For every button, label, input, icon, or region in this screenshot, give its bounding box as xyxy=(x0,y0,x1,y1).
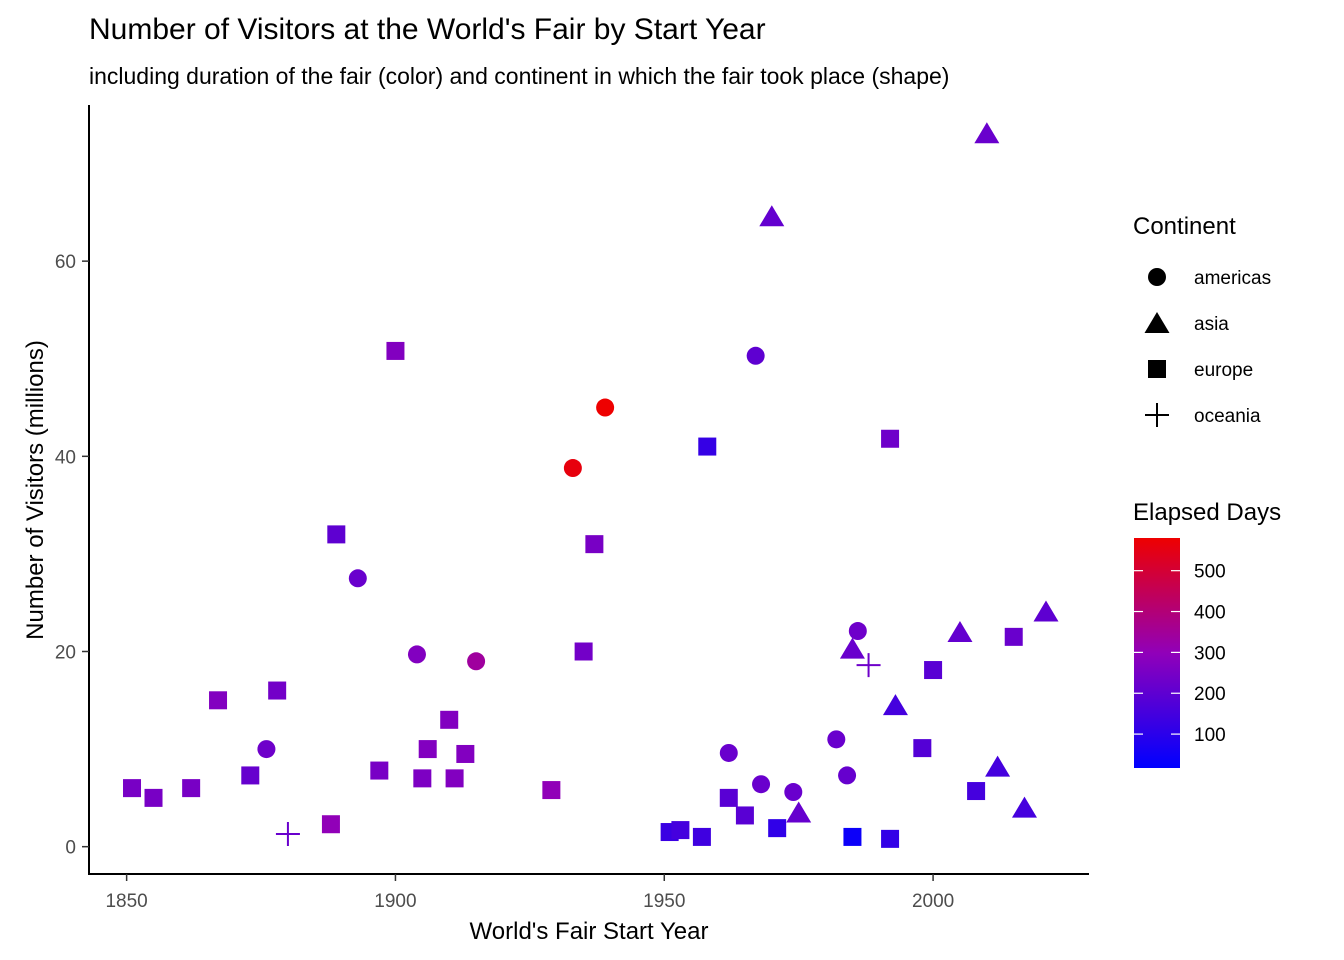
chart-subtitle: including duration of the fair (color) a… xyxy=(89,63,949,89)
y-axis-title: Number of Visitors (millions) xyxy=(22,340,49,640)
y-tick-label: 40 xyxy=(55,447,76,468)
data-point-europe xyxy=(881,429,900,448)
data-point-europe xyxy=(913,739,932,758)
data-point-americas xyxy=(596,398,615,417)
colorbar-tick-label: 400 xyxy=(1194,603,1226,624)
data-point-europe xyxy=(370,761,389,780)
data-point-asia xyxy=(786,801,812,823)
data-point-americas xyxy=(407,645,426,664)
data-point-asia xyxy=(1011,796,1037,818)
data-point-europe xyxy=(719,788,738,807)
data-point-americas xyxy=(838,766,857,785)
colorbar-tick-label: 200 xyxy=(1194,684,1226,705)
data-point-asia xyxy=(1033,600,1059,622)
data-point-americas xyxy=(848,622,867,641)
data-point-europe xyxy=(735,806,754,825)
data-point-europe xyxy=(209,691,228,710)
data-point-asia xyxy=(985,755,1011,777)
legend-key-europe xyxy=(1148,360,1166,378)
data-points xyxy=(123,122,1059,848)
data-point-europe xyxy=(445,769,464,788)
data-point-americas xyxy=(752,775,771,794)
data-point-europe xyxy=(327,525,346,544)
legend-key-asia xyxy=(1144,312,1170,333)
legend-label-oceania: oceania xyxy=(1194,406,1261,427)
data-point-americas xyxy=(348,569,367,588)
continent-legend-title: Continent xyxy=(1133,213,1236,240)
data-point-europe xyxy=(542,781,561,800)
data-point-europe xyxy=(440,710,459,729)
elapsed-days-legend: Elapsed Days 100 200 300 400 500 xyxy=(1133,499,1281,768)
data-point-americas xyxy=(467,652,486,671)
colorbar-tick-label: 500 xyxy=(1194,562,1226,583)
continent-legend: Continent americas asia europe oceania xyxy=(1133,213,1271,427)
data-point-asia xyxy=(882,694,908,716)
data-point-asia xyxy=(839,637,865,659)
data-point-europe xyxy=(692,827,711,846)
plot-area: 1850 1900 1950 2000 0 20 40 60 xyxy=(55,105,1089,912)
data-point-europe xyxy=(456,744,475,763)
legend-label-americas: americas xyxy=(1194,268,1271,289)
y-tick-label: 0 xyxy=(65,838,76,859)
data-point-europe xyxy=(585,535,604,554)
y-axis-ticks: 0 20 40 60 xyxy=(55,252,89,859)
legend-key-americas xyxy=(1148,268,1166,286)
data-point-europe xyxy=(843,827,862,846)
data-point-asia xyxy=(947,620,973,642)
colorbar xyxy=(1134,538,1180,768)
data-point-americas xyxy=(784,783,803,802)
data-point-oceania xyxy=(275,821,300,846)
data-point-americas xyxy=(827,730,846,749)
data-point-europe xyxy=(182,779,201,798)
data-point-europe xyxy=(268,681,287,700)
data-point-europe xyxy=(144,788,163,807)
colorbar-tick-label: 100 xyxy=(1194,725,1226,746)
data-point-europe xyxy=(418,740,437,759)
elapsed-days-legend-title: Elapsed Days xyxy=(1133,499,1281,526)
legend-label-asia: asia xyxy=(1194,314,1229,335)
x-tick-label: 2000 xyxy=(912,891,954,912)
data-point-europe xyxy=(768,819,787,838)
data-point-europe xyxy=(321,815,340,834)
x-axis-title: World's Fair Start Year xyxy=(470,918,709,945)
data-point-americas xyxy=(746,346,765,365)
data-point-europe xyxy=(881,829,900,848)
y-tick-label: 20 xyxy=(55,642,76,663)
legend-key-oceania xyxy=(1145,403,1169,427)
data-point-asia xyxy=(974,122,1000,144)
y-tick-label: 60 xyxy=(55,252,76,273)
data-point-oceania xyxy=(856,653,881,678)
colorbar-tick-label: 300 xyxy=(1194,643,1226,664)
data-point-europe xyxy=(924,661,943,680)
data-point-europe xyxy=(967,782,986,801)
x-axis-ticks: 1850 1900 1950 2000 xyxy=(105,874,954,912)
x-tick-label: 1900 xyxy=(374,891,416,912)
data-point-europe xyxy=(241,766,260,785)
x-tick-label: 1850 xyxy=(105,891,147,912)
data-point-europe xyxy=(698,437,717,456)
data-point-asia xyxy=(759,205,785,227)
data-point-americas xyxy=(719,743,738,762)
x-tick-label: 1950 xyxy=(643,891,685,912)
legend-label-europe: europe xyxy=(1194,360,1253,381)
data-point-europe xyxy=(123,779,142,798)
data-point-europe xyxy=(574,642,593,661)
data-point-europe xyxy=(386,341,405,360)
data-point-europe xyxy=(671,821,690,840)
data-point-americas xyxy=(563,459,582,478)
chart-title: Number of Visitors at the World's Fair b… xyxy=(89,13,766,46)
data-point-europe xyxy=(1004,627,1023,646)
data-point-americas xyxy=(257,740,276,759)
data-point-europe xyxy=(413,769,432,788)
